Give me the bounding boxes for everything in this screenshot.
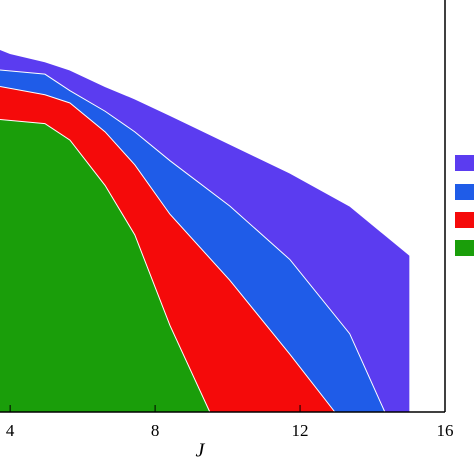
x-tick-label: 8 [151, 421, 160, 440]
legend-swatch [455, 212, 474, 228]
area-edge [0, 86, 336, 413]
legend-swatch [455, 240, 474, 256]
x-axis-title: J [196, 440, 206, 462]
area [0, 119, 210, 412]
legend-swatch [455, 155, 474, 171]
area-edge [0, 48, 411, 412]
area-edge [0, 69, 386, 413]
x-tick-label: 12 [292, 421, 309, 440]
x-tick-label: 4 [6, 421, 15, 440]
x-tick-label: 16 [437, 421, 454, 440]
legend-swatch [455, 184, 474, 200]
area-edge [0, 118, 211, 413]
